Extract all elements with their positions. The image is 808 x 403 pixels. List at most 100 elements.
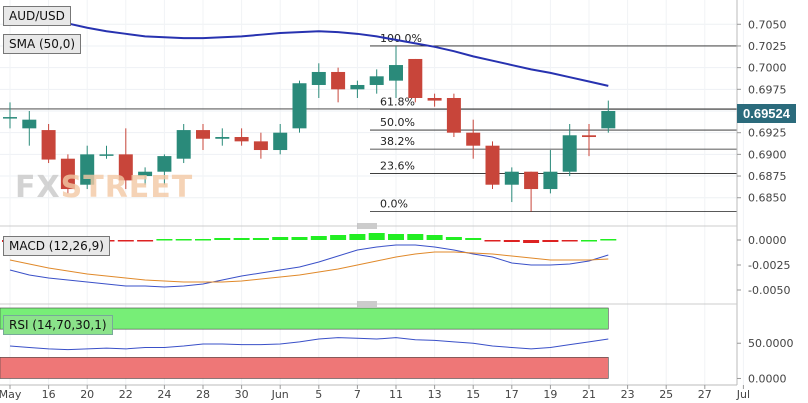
candle-body — [446, 97, 461, 133]
fib-label: 38.2% — [380, 135, 415, 148]
x-tick-label: 13 — [428, 388, 442, 401]
candle-body — [369, 76, 384, 85]
sma-label[interactable]: SMA (50,0) — [3, 34, 82, 54]
macd-bar — [233, 238, 250, 240]
fib-label: 23.6% — [380, 159, 415, 172]
candle-body — [215, 137, 230, 139]
macd-bar — [581, 240, 597, 242]
candle-body — [350, 84, 365, 90]
fib-label: 61.8% — [380, 95, 415, 108]
macd-bar — [175, 239, 192, 241]
macd-bar — [561, 240, 578, 242]
fibonacci-levels: 100.0%61.8%50.0%38.2%23.6%0.0% — [0, 32, 737, 212]
macd-bar — [368, 233, 385, 240]
candle-body — [253, 141, 268, 151]
macd-bar — [330, 235, 347, 240]
candle-body — [504, 171, 519, 185]
rsi-panel — [0, 307, 609, 379]
watermark-part2: STREET — [60, 170, 194, 205]
candle-body — [80, 154, 95, 185]
candle-body — [138, 171, 153, 177]
rsi-oversold-zone — [0, 357, 609, 379]
y-tick-label: 0.7025 — [748, 40, 787, 53]
candle-body — [22, 119, 37, 129]
fib-label: 0.0% — [380, 198, 408, 211]
y-tick-label: -0.0050 — [748, 284, 790, 297]
x-tick-label: 11 — [389, 388, 403, 401]
macd-bar — [195, 239, 211, 241]
macd-bar — [117, 240, 134, 242]
macd-label[interactable]: MACD (12,26,9) — [3, 236, 110, 256]
macd-bar — [272, 237, 289, 240]
macd-panel — [2, 233, 617, 288]
macd-bar — [600, 239, 617, 241]
x-tick-label: 22 — [119, 388, 133, 401]
macd-bar — [137, 240, 154, 242]
candle-body — [3, 117, 17, 119]
macd-bar — [465, 238, 482, 240]
candle-body — [427, 97, 442, 101]
x-tick-label: 21 — [582, 388, 596, 401]
macd-bar — [349, 234, 366, 240]
candle-body — [176, 130, 191, 159]
y-tick-label: -0.0025 — [748, 259, 790, 272]
rsi-label[interactable]: RSI (14,70,30,1) — [3, 315, 113, 335]
macd-bar — [484, 240, 501, 242]
candle-body — [389, 65, 403, 81]
x-tick-label: 28 — [196, 388, 210, 401]
x-tick-label: 17 — [505, 388, 519, 401]
y-tick-label: 0.7050 — [748, 18, 787, 31]
watermark: FXSTREET — [15, 170, 193, 205]
signal-line — [9, 251, 609, 283]
macd-bar — [523, 240, 540, 243]
y-tick-label: 50.0000 — [748, 337, 794, 350]
y-tick-label: 0.6875 — [748, 170, 787, 183]
candle-body — [273, 132, 288, 151]
candle-body — [331, 71, 346, 90]
symbol-label[interactable]: AUD/USD — [3, 6, 71, 26]
x-tick-label: Jul — [736, 388, 750, 401]
macd-bar — [445, 237, 462, 240]
x-tick-label: 24 — [157, 388, 171, 401]
current-price-tag: 0.69524 — [737, 104, 796, 123]
x-tick-label: 16 — [42, 388, 56, 401]
macd-bar — [407, 234, 424, 240]
macd-bar — [291, 237, 308, 240]
candle-body — [601, 111, 616, 129]
x-tick-label: 20 — [80, 388, 94, 401]
macd-bar — [214, 238, 231, 240]
candle-body — [466, 132, 481, 146]
rsi-line — [9, 337, 609, 351]
macd-bar — [156, 239, 173, 241]
x-tick-label: 15 — [466, 388, 480, 401]
x-tick-label: Jun — [271, 388, 289, 401]
x-tick-label: 5 — [315, 388, 322, 401]
macd-bar — [542, 240, 559, 242]
y-tick-label: 0.0000 — [748, 372, 787, 385]
y-tick-label: 0.0000 — [748, 234, 787, 247]
macd-bar — [503, 240, 520, 242]
candle-body — [60, 158, 75, 190]
candle-body — [543, 171, 558, 190]
x-tick-label: 27 — [698, 388, 712, 401]
sma-line — [9, 7, 609, 87]
x-tick-label: 19 — [543, 388, 557, 401]
candle-body — [524, 171, 539, 190]
y-tick-label: 0.6900 — [748, 148, 787, 161]
x-tick-label: 25 — [659, 388, 673, 401]
candle-body — [408, 58, 423, 98]
y-tick-label: 0.6925 — [748, 127, 787, 140]
fib-label: 50.0% — [380, 116, 415, 129]
candle-body — [157, 156, 172, 172]
candle-body — [234, 137, 249, 142]
x-tick-label: 30 — [235, 388, 249, 401]
candle-body — [99, 154, 114, 156]
rsi-overbought-zone — [0, 307, 609, 330]
candle-body — [562, 135, 577, 172]
sma-series — [9, 7, 609, 87]
candle-body — [485, 145, 500, 185]
y-tick-label: 0.6975 — [748, 83, 787, 96]
macd-bar — [252, 238, 269, 240]
x-tick-label: 7 — [354, 388, 361, 401]
